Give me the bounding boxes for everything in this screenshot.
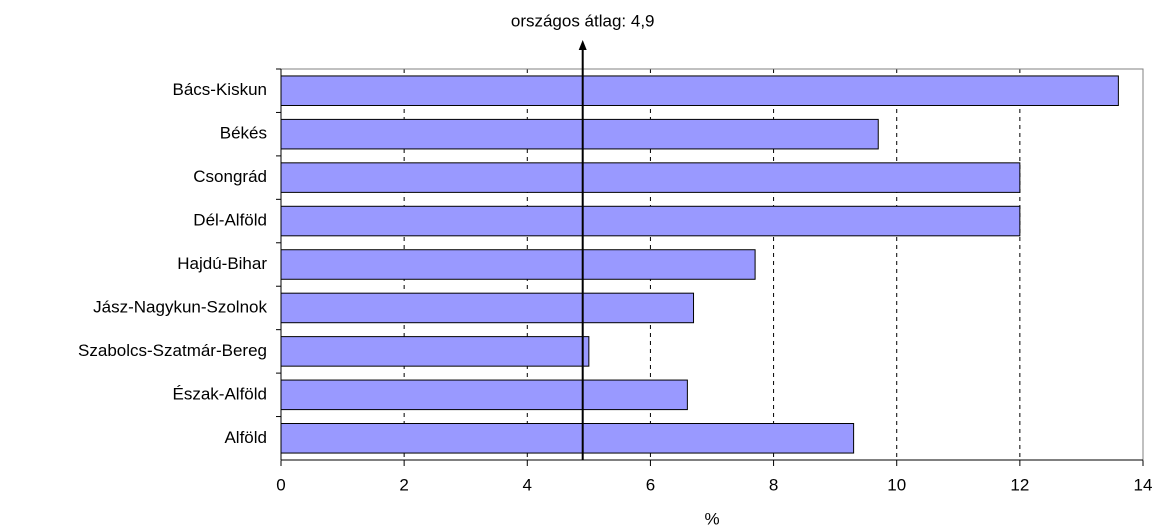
- bar: [280, 336, 590, 367]
- x-tick-label: 8: [769, 475, 778, 494]
- x-tick-label: 2: [399, 475, 408, 494]
- x-tick-label: 6: [646, 475, 655, 494]
- bar: [280, 162, 1021, 193]
- x-axis-label: %: [704, 509, 719, 528]
- bar: [280, 379, 688, 411]
- x-tick-label: 0: [276, 475, 285, 494]
- bar: [280, 292, 695, 324]
- x-tick-label: 12: [1010, 475, 1029, 494]
- y-tick-label: Bács-Kiskun: [173, 80, 267, 99]
- y-tick-label: Jász-Nagykun-Szolnok: [93, 297, 267, 316]
- reference-label: országos átlag: 4,9: [511, 11, 655, 30]
- bar: [280, 205, 1021, 237]
- y-tick-label: Észak-Alföld: [173, 384, 267, 403]
- x-tick-label: 14: [1134, 475, 1153, 494]
- y-tick-label: Békés: [220, 124, 267, 143]
- bar: [280, 75, 1119, 106]
- reference-arrow: [578, 40, 587, 50]
- x-tick-label: 4: [523, 475, 532, 494]
- y-tick-label: Alföld: [224, 428, 267, 447]
- bar: [280, 423, 855, 454]
- bar: [280, 118, 879, 150]
- x-tick-label: 10: [887, 475, 906, 494]
- y-tick-label: Hajdú-Bihar: [177, 254, 267, 273]
- y-tick-label: Csongrád: [193, 167, 267, 186]
- bar: [280, 249, 756, 280]
- y-tick-label: Dél-Alföld: [193, 211, 267, 230]
- y-tick-label: Szabolcs-Szatmár-Bereg: [78, 341, 267, 360]
